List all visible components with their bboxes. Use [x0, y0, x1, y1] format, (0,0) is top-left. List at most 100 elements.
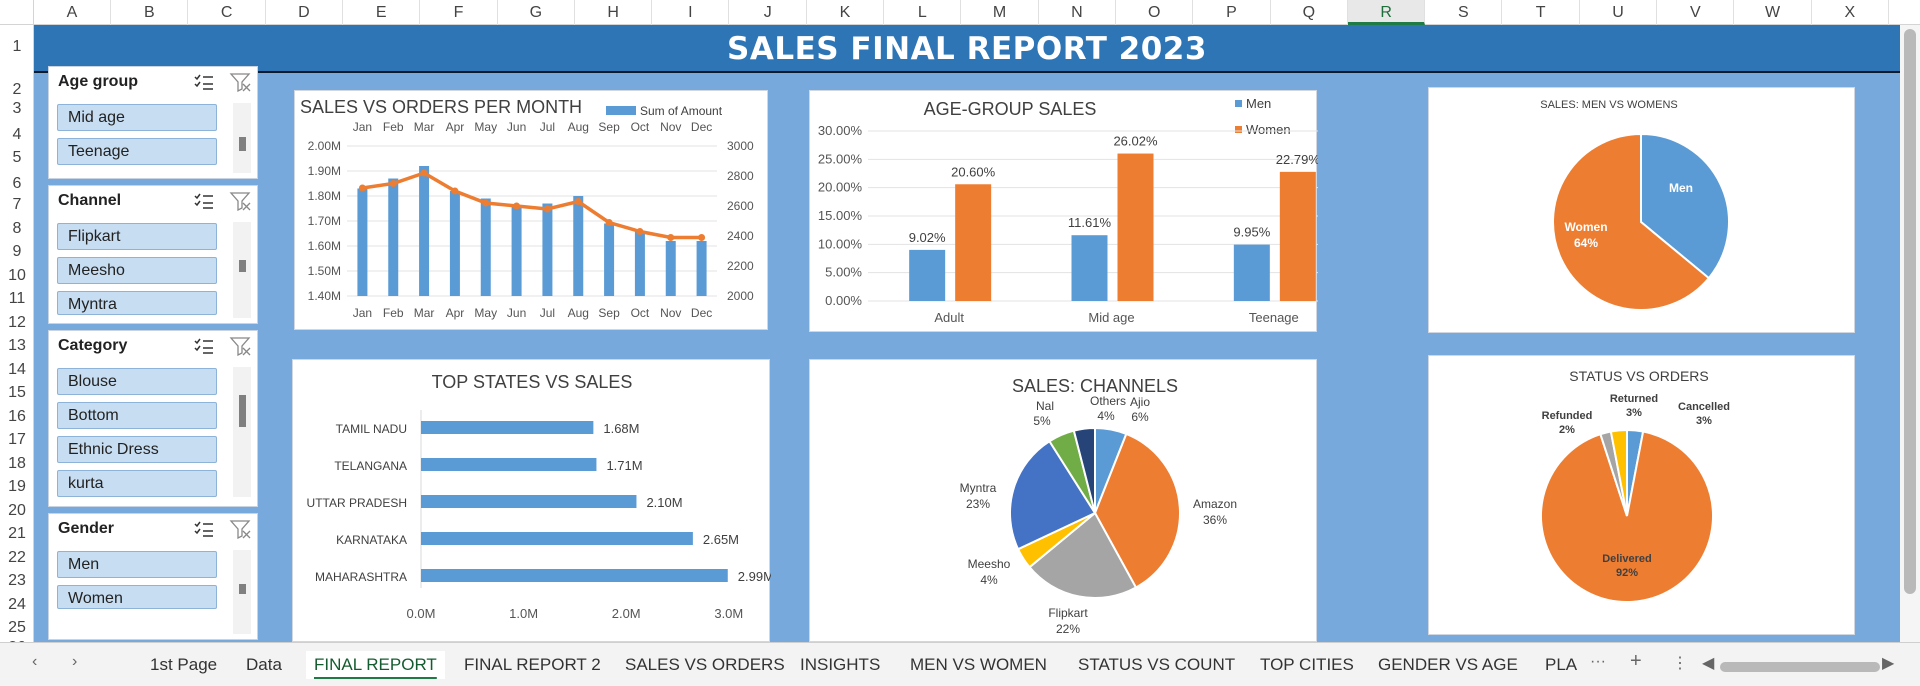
chart-sales-channels[interactable]: SALES: CHANNELS Ajio 6% Amazon 36% Flipkart 22… [809, 359, 1317, 642]
sheet-tab[interactable]: SALES VS ORDERS [625, 655, 785, 674]
slicer-age-group[interactable]: Age group Mid age Teenage [48, 66, 258, 179]
chart-status-vs-orders[interactable]: STATUS VS ORDERS Cancelled 3% Delivered 92% R… [1428, 355, 1855, 635]
scroll-left-icon[interactable]: ◀ [1702, 655, 1715, 672]
column-header-i[interactable]: I [652, 0, 730, 25]
slicer-item[interactable]: Women [57, 585, 217, 609]
row-header-23[interactable]: 23 [8, 572, 26, 589]
chart-men-vs-women[interactable]: SALES: MEN VS WOMENS Men Women 64% [1428, 87, 1855, 333]
vertical-scrollbar[interactable] [1900, 25, 1920, 642]
slicer-category[interactable]: Category Blouse Bottom Ethnic Dress kurt… [48, 330, 258, 507]
sheet-tab[interactable]: PLA [1545, 655, 1578, 674]
row-header-1[interactable]: 1 [12, 38, 22, 55]
clear-filter-icon[interactable] [229, 191, 251, 211]
column-header-n[interactable]: N [1039, 0, 1116, 25]
scroll-right-icon[interactable]: ▶ [1882, 655, 1895, 672]
row-header-2[interactable]: 2 [12, 81, 22, 98]
row-header-4[interactable]: 4 [12, 126, 22, 143]
row-header-19[interactable]: 19 [8, 478, 26, 495]
column-header-g[interactable]: G [498, 0, 575, 25]
tab-next-icon[interactable]: › [72, 653, 78, 670]
column-header-d[interactable]: D [266, 0, 343, 25]
slicer-item[interactable]: Blouse [57, 368, 217, 395]
row-header-15[interactable]: 15 [8, 384, 26, 401]
row-header-7[interactable]: 7 [12, 196, 22, 213]
column-header-s[interactable]: S [1425, 0, 1503, 25]
column-header-h[interactable]: H [575, 0, 653, 25]
row-header-10[interactable]: 10 [8, 267, 26, 284]
column-header-a[interactable]: A [34, 0, 111, 25]
column-header-u[interactable]: U [1580, 0, 1657, 25]
add-sheet-icon[interactable]: + [1630, 650, 1642, 672]
row-header-16[interactable]: 16 [8, 408, 26, 425]
slicer-item[interactable]: kurta [57, 470, 217, 497]
column-header-x[interactable]: X [1812, 0, 1889, 25]
row-header-24[interactable]: 24 [8, 596, 26, 613]
select-all-corner[interactable] [0, 0, 34, 25]
chart-sales-vs-orders[interactable]: SALES VS ORDERS PER MONTH Sum of Amount 2.… [294, 90, 768, 330]
sheet-tab[interactable]: INSIGHTS [800, 655, 881, 674]
row-header-22[interactable]: 22 [8, 549, 26, 566]
column-header-f[interactable]: F [421, 0, 498, 25]
row-header-20[interactable]: 20 [8, 502, 26, 519]
row-header-9[interactable]: 9 [12, 243, 22, 260]
multi-select-icon[interactable] [193, 73, 215, 91]
row-header-21[interactable]: 21 [8, 525, 26, 542]
column-header-l[interactable]: L [884, 0, 962, 25]
sheet-tab[interactable]: GENDER VS AGE [1378, 655, 1518, 674]
row-header-14[interactable]: 14 [8, 361, 26, 378]
column-header-v[interactable]: V [1657, 0, 1735, 25]
row-header-6[interactable]: 6 [12, 175, 22, 192]
column-header-c[interactable]: C [189, 0, 266, 25]
row-header-5[interactable]: 5 [12, 149, 22, 166]
slicer-item[interactable]: Meesho [57, 257, 217, 284]
multi-select-icon[interactable] [193, 192, 215, 210]
column-header-o[interactable]: O [1116, 0, 1194, 25]
row-header-18[interactable]: 18 [8, 455, 26, 472]
slicer-scrollbar[interactable] [233, 367, 251, 497]
row-header-13[interactable]: 13 [8, 337, 26, 354]
column-header-r[interactable]: R [1348, 0, 1426, 25]
slicer-item[interactable]: Myntra [57, 291, 217, 315]
column-header-q[interactable]: Q [1271, 0, 1348, 25]
scroll-thumb[interactable] [1904, 29, 1916, 594]
slicer-item[interactable]: Flipkart [57, 223, 217, 250]
slicer-scrollbar[interactable] [233, 103, 251, 173]
sheet-tab[interactable]: Data [246, 655, 282, 674]
sheet-tab[interactable]: MEN VS WOMEN [910, 655, 1047, 674]
column-header-b[interactable]: B [111, 0, 189, 25]
sheet-tab[interactable]: TOP CITIES [1260, 655, 1354, 674]
clear-filter-icon[interactable] [229, 336, 251, 356]
sheet-tab[interactable]: FINAL REPORT 2 [464, 655, 601, 674]
column-header-p[interactable]: P [1194, 0, 1271, 25]
more-tabs-icon[interactable]: ··· [1590, 653, 1606, 670]
slicer-gender[interactable]: Gender Men Women [48, 513, 258, 640]
row-header-17[interactable]: 17 [8, 431, 26, 448]
slicer-item[interactable]: Bottom [57, 402, 217, 429]
slicer-item[interactable]: Men [57, 551, 217, 578]
row-header-3[interactable]: 3 [12, 100, 22, 117]
slicer-scrollbar[interactable] [233, 550, 251, 634]
chart-top-states[interactable]: TOP STATES VS SALES TAMIL NADU 1.68M TELANG… [292, 359, 774, 642]
column-header-k[interactable]: K [807, 0, 884, 25]
column-header-e[interactable]: E [343, 0, 421, 25]
horizontal-scrollbar[interactable] [1720, 662, 1880, 672]
clear-filter-icon[interactable] [229, 72, 251, 92]
chart-age-group-sales[interactable]: AGE-GROUP SALES Men Women 30.00% 25.00% 20.00… [809, 90, 1355, 332]
sheet-tab-active[interactable]: FINAL REPORT [306, 651, 445, 679]
slicer-scrollbar[interactable] [233, 222, 251, 318]
sheet-tab[interactable]: 1st Page [150, 655, 218, 674]
row-header-8[interactable]: 8 [12, 220, 22, 237]
tab-prev-icon[interactable]: ‹ [32, 653, 38, 670]
column-header-t[interactable]: T [1503, 0, 1580, 25]
row-header-11[interactable]: 11 [8, 290, 26, 307]
column-header-m[interactable]: M [962, 0, 1039, 25]
multi-select-icon[interactable] [193, 337, 215, 355]
slicer-item[interactable]: Mid age [57, 104, 217, 131]
row-header-25[interactable]: 25 [8, 619, 26, 636]
sheet-tab[interactable]: STATUS VS COUNT [1078, 655, 1236, 674]
column-header-j[interactable]: J [730, 0, 807, 25]
clear-filter-icon[interactable] [229, 519, 251, 539]
slicer-item[interactable]: Ethnic Dress [57, 436, 217, 463]
slicer-item[interactable]: Teenage [57, 138, 217, 165]
column-header-w[interactable]: W [1735, 0, 1812, 25]
